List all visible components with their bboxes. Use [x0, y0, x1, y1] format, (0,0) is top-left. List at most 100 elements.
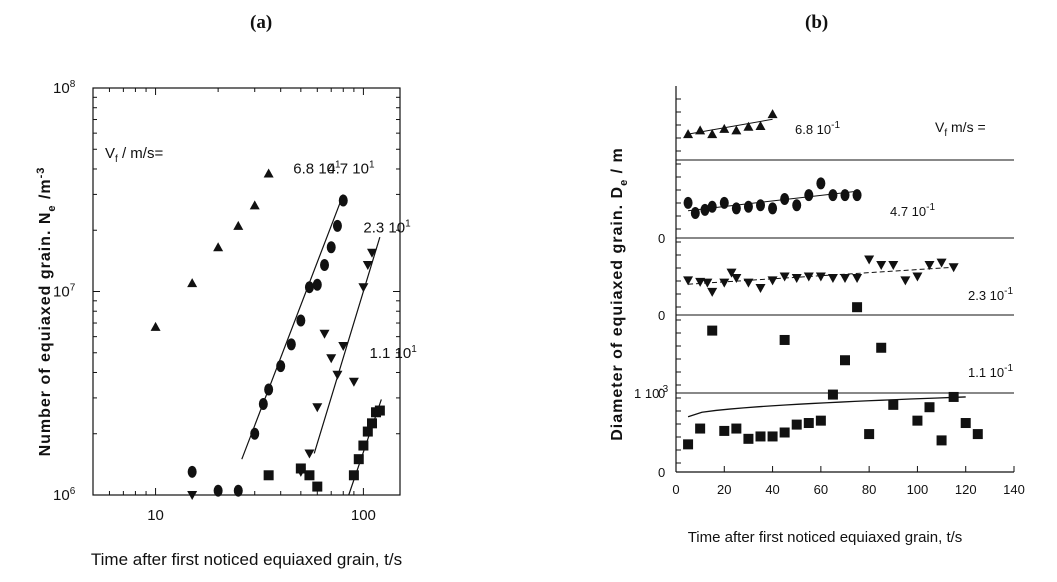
data-point	[690, 207, 700, 220]
series-label: 6.8 101	[293, 160, 341, 178]
data-point	[320, 258, 330, 271]
data-point	[827, 389, 838, 400]
data-point	[840, 189, 850, 202]
data-point	[936, 258, 947, 268]
chart-a: 10 100 106 107 108 Number of equiaxed grain. …	[35, 79, 417, 569]
data-point	[780, 193, 790, 205]
panel-b-label: (b)	[805, 12, 829, 33]
data-point	[864, 429, 875, 440]
data-point	[756, 199, 765, 212]
data-point	[374, 405, 385, 416]
data-point	[719, 123, 730, 133]
fit-line	[687, 396, 966, 418]
data-point	[367, 418, 378, 429]
legend-title: Vf m/s =	[935, 119, 986, 139]
series-label: 1.1 101	[370, 344, 418, 362]
data-point	[791, 274, 802, 284]
data-point	[755, 120, 766, 130]
data-point	[348, 377, 359, 387]
data-point	[367, 248, 378, 258]
data-point	[743, 121, 754, 131]
data-point	[803, 272, 814, 282]
series-label: 2.3 101	[363, 218, 411, 236]
x-tick-label: 60	[814, 482, 828, 497]
data-point	[719, 425, 730, 436]
data-point	[972, 429, 983, 440]
data-point	[702, 278, 713, 288]
chart-b: 0 20 40 60 80 100 120 140 Diameter of equiaxed g…	[609, 86, 1025, 546]
data-point	[840, 355, 850, 366]
data-point	[924, 402, 935, 413]
data-point	[683, 129, 694, 139]
data-point	[779, 272, 790, 282]
data-point	[767, 109, 778, 119]
data-point	[731, 202, 741, 215]
data-point	[326, 241, 336, 254]
data-point	[700, 203, 710, 216]
data-point	[743, 200, 753, 213]
x-axis-label: Time after first noticed equiaxed grain,…	[91, 550, 402, 569]
data-point	[187, 465, 197, 478]
y-tick-label: 1 10-3	[634, 384, 669, 401]
data-point	[779, 427, 790, 438]
y-tick-label: 0	[658, 465, 665, 480]
data-point	[816, 177, 826, 190]
data-point	[768, 202, 778, 215]
data-point	[767, 276, 778, 286]
data-point	[707, 200, 717, 213]
data-point	[683, 439, 694, 450]
series-label: 4.7 101	[327, 160, 375, 178]
data-point	[960, 418, 971, 429]
x-tick-label: 20	[717, 482, 731, 497]
data-point	[263, 470, 274, 481]
data-point	[791, 419, 802, 430]
data-point	[900, 276, 911, 286]
data-point	[815, 272, 826, 282]
data-point	[743, 433, 754, 444]
data-point	[312, 403, 323, 413]
data-point	[707, 129, 718, 139]
data-point	[840, 274, 850, 284]
data-point	[888, 399, 899, 410]
data-point	[719, 196, 729, 209]
data-point	[348, 470, 359, 481]
data-point	[296, 314, 306, 327]
data-point	[779, 334, 790, 345]
data-point	[731, 423, 742, 434]
data-point	[936, 435, 947, 446]
data-point	[888, 260, 899, 270]
data-point	[852, 302, 863, 313]
data-point	[233, 220, 244, 230]
data-point	[828, 189, 838, 202]
data-point	[912, 272, 923, 282]
data-point	[719, 278, 730, 288]
band-1: 0 4.7 10-1	[658, 177, 935, 246]
series-label: 4.7 10-1	[890, 202, 935, 219]
data-point	[852, 189, 862, 202]
data-point	[767, 431, 778, 442]
data-point	[263, 168, 274, 178]
y-tick-label: 0	[658, 231, 665, 246]
x-tick-label: 80	[862, 482, 876, 497]
data-point	[755, 431, 766, 442]
series-a-2: 2.3 101	[187, 218, 411, 500]
series-a-0: 6.8 101	[150, 160, 341, 331]
data-point	[804, 189, 814, 202]
data-point	[213, 242, 224, 252]
data-point	[707, 287, 718, 297]
data-point	[338, 194, 348, 207]
data-point	[731, 274, 742, 284]
data-point	[792, 199, 802, 212]
data-point	[695, 125, 706, 135]
band-0: 6.8 10-1	[683, 109, 840, 139]
data-point	[150, 321, 161, 331]
data-point	[912, 415, 923, 426]
data-point	[827, 274, 838, 284]
data-point	[683, 196, 693, 209]
data-point	[250, 427, 260, 440]
x-tick-label: 140	[1003, 482, 1025, 497]
series-a-1: 4.7 101	[187, 160, 375, 497]
band-3: 0 1.1 10-1	[658, 302, 1013, 401]
y-axis-label: Diameter of equiaxed grain. De / m	[609, 147, 630, 441]
data-point	[815, 415, 826, 426]
